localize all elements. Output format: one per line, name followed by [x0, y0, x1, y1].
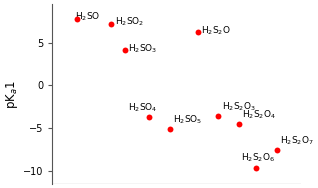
Text: H$_2$S$_2$O: H$_2$S$_2$O — [201, 25, 231, 37]
Text: H$_2$SO: H$_2$SO — [75, 11, 100, 24]
Point — [108, 22, 114, 25]
Text: H$_2$SO$_4$: H$_2$SO$_4$ — [128, 101, 158, 114]
Y-axis label: pK$_a$1: pK$_a$1 — [4, 80, 20, 108]
Point — [254, 166, 259, 169]
Text: H$_2$S$_2$O$_3$: H$_2$S$_2$O$_3$ — [222, 100, 256, 113]
Point — [274, 149, 280, 152]
Point — [216, 115, 221, 118]
Text: H$_2$SO$_2$: H$_2$SO$_2$ — [114, 16, 144, 28]
Text: H$_2$SO$_5$: H$_2$SO$_5$ — [173, 113, 203, 126]
Point — [122, 49, 128, 52]
Point — [74, 17, 79, 20]
Point — [237, 122, 242, 125]
Point — [167, 128, 172, 131]
Point — [195, 31, 200, 34]
Text: H$_2$S$_2$O$_6$: H$_2$S$_2$O$_6$ — [241, 151, 275, 164]
Text: H$_2$SO$_3$: H$_2$SO$_3$ — [128, 42, 158, 55]
Text: H$_2$S$_2$O$_4$: H$_2$S$_2$O$_4$ — [242, 108, 276, 121]
Point — [147, 116, 152, 119]
Text: H$_2$S$_2$O$_7$: H$_2$S$_2$O$_7$ — [280, 134, 314, 147]
